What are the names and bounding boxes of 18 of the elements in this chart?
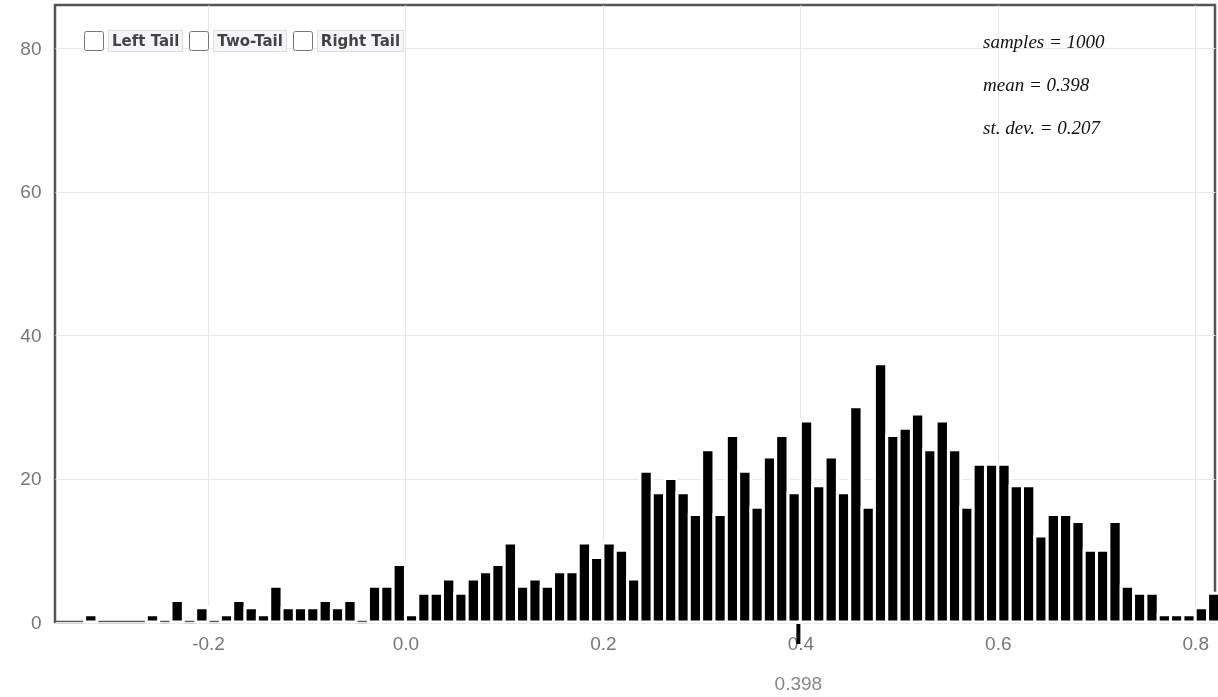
x-tick-label: 0.8	[1182, 632, 1209, 654]
annotation: mean = 0.398	[983, 74, 1090, 95]
x-tick-label: 0.6	[985, 632, 1012, 654]
x-tick-label: 0.0	[392, 632, 420, 654]
y-tick-label: 0	[30, 611, 42, 633]
y-tick-label: 60	[20, 181, 42, 203]
annotation: samples = 1000	[983, 31, 1106, 52]
annotation: Left Tail	[108, 30, 184, 52]
y-tick-label: 20	[20, 468, 42, 490]
y-tick-label: 80	[20, 37, 42, 59]
annotation: st. dev. = 0.207	[983, 117, 1102, 138]
annotation: Two-Tail	[213, 30, 287, 52]
x-tick-label: -0.2	[192, 632, 225, 654]
y-tick-label: 40	[20, 324, 42, 346]
x-tick-label: 0.4	[787, 632, 815, 654]
annotation: Right Tail	[316, 30, 405, 52]
annotation: 0.398	[774, 673, 823, 694]
x-tick-label: 0.2	[590, 632, 617, 654]
